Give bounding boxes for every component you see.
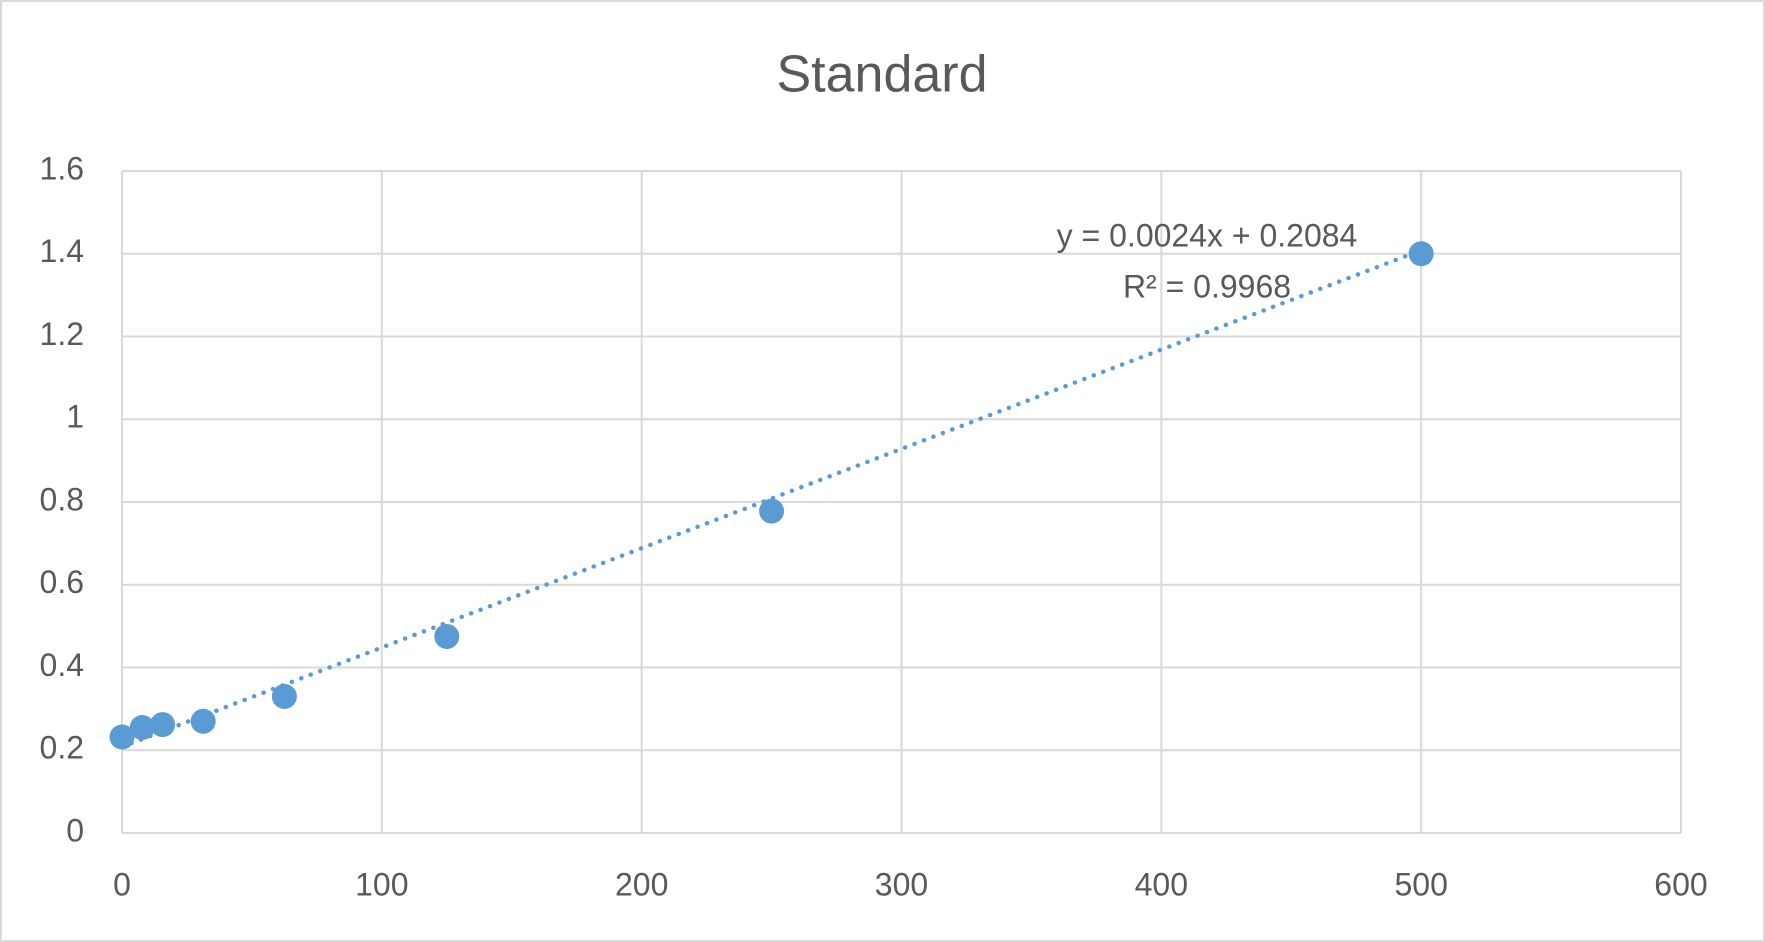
- data-point: [129, 714, 155, 740]
- y-tick-label: 1: [66, 399, 84, 435]
- y-tick-label: 1.2: [40, 316, 84, 352]
- data-point: [150, 712, 176, 738]
- data-point: [1408, 241, 1434, 267]
- y-tick-label: 0.2: [40, 730, 84, 766]
- y-tick-label: 1.4: [40, 233, 84, 269]
- y-tick-label: 0: [66, 812, 84, 848]
- y-tick-label: 0.4: [40, 647, 84, 683]
- data-point: [759, 498, 785, 524]
- chart-title: Standard: [776, 46, 987, 104]
- trendline-equation: y = 0.0024x + 0.2084: [1057, 217, 1358, 253]
- y-tick-label: 0.6: [40, 564, 84, 600]
- trendline: [119, 248, 1424, 750]
- x-tick-label: 400: [1135, 866, 1188, 902]
- data-point: [271, 683, 297, 709]
- x-tick-label: 200: [615, 866, 668, 902]
- x-tick-label: 100: [355, 866, 408, 902]
- x-tick-label: 600: [1654, 866, 1707, 902]
- y-tick-label: 0.8: [40, 481, 84, 517]
- x-tick-label: 300: [875, 866, 928, 902]
- data-point: [190, 708, 216, 734]
- x-tick-label: 0: [113, 866, 131, 902]
- trendline-r-squared: R² = 0.9968: [1123, 268, 1291, 304]
- x-tick-label: 500: [1394, 866, 1447, 902]
- data-point: [434, 623, 460, 649]
- data-point: [109, 724, 135, 750]
- y-tick-label: 1.6: [40, 150, 84, 186]
